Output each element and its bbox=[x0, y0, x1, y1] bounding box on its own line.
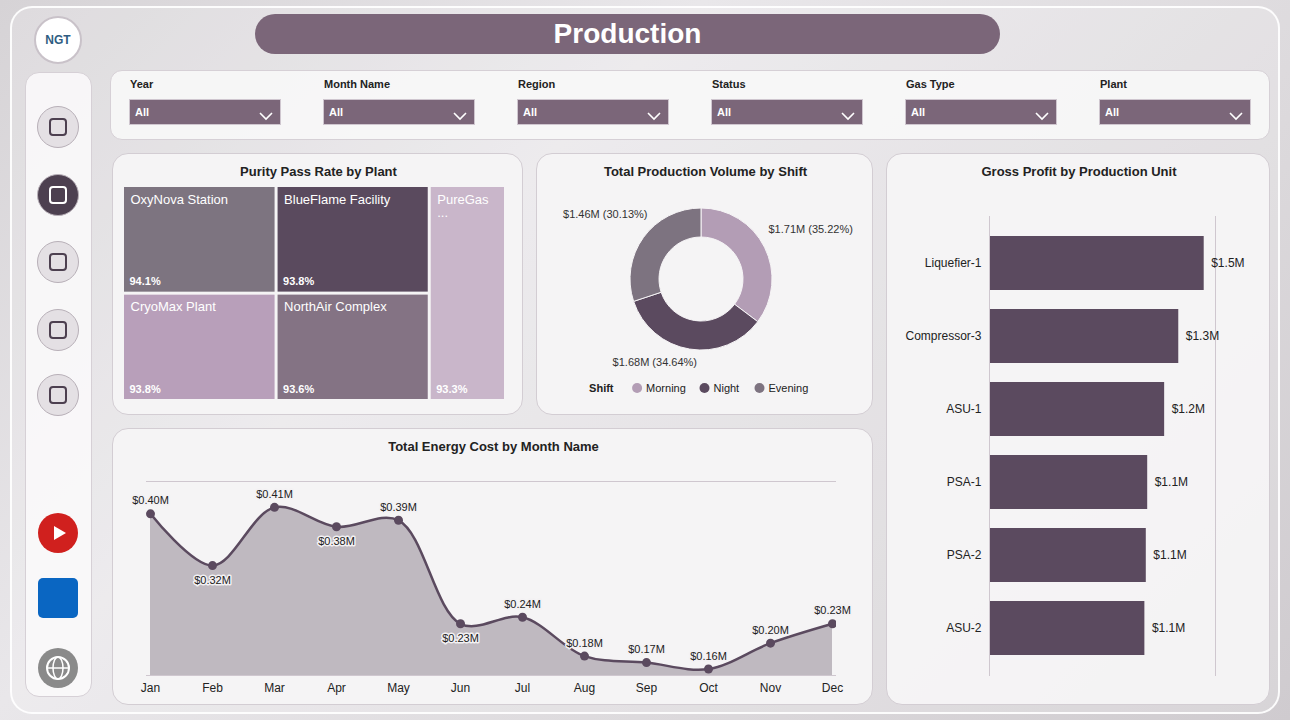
svg-text:$0.23M: $0.23M bbox=[442, 632, 479, 644]
svg-text:Liquefier-1: Liquefier-1 bbox=[925, 256, 982, 270]
svg-text:93.6%: 93.6% bbox=[283, 383, 314, 395]
svg-text:94.1%: 94.1% bbox=[130, 275, 161, 287]
html-text:Year: Year bbox=[130, 78, 154, 90]
svg-text:Oct: Oct bbox=[699, 681, 718, 695]
svg-text:OxyNova Station: OxyNova Station bbox=[131, 192, 229, 207]
svg-text:$0.17M: $0.17M bbox=[628, 643, 665, 655]
svg-text:Jul: Jul bbox=[515, 681, 530, 695]
svg-text:Night: Night bbox=[714, 382, 740, 394]
svg-text:$1.68M (34.64%): $1.68M (34.64%) bbox=[613, 356, 697, 368]
svg-text:Jun: Jun bbox=[451, 681, 470, 695]
html-text:Purity Pass Rate by Plant: Purity Pass Rate by Plant bbox=[240, 164, 397, 179]
svg-text:$1.71M (35.22%): $1.71M (35.22%) bbox=[768, 223, 852, 235]
svg-text:Aug: Aug bbox=[574, 681, 595, 695]
svg-text:$1.2M: $1.2M bbox=[1172, 402, 1205, 416]
svg-text:$1.3M: $1.3M bbox=[1186, 329, 1219, 343]
svg-text:$0.23M: $0.23M bbox=[814, 604, 851, 616]
html-text:All: All bbox=[1105, 106, 1120, 118]
svg-text:$1.1M: $1.1M bbox=[1155, 475, 1188, 489]
svg-text:NorthAir Complex: NorthAir Complex bbox=[284, 299, 387, 314]
svg-text:$0.32M: $0.32M bbox=[194, 574, 231, 586]
svg-text:Apr: Apr bbox=[327, 681, 346, 695]
svg-text:PureGas...: PureGas... bbox=[437, 192, 489, 220]
svg-text:Morning: Morning bbox=[646, 382, 686, 394]
html-text:Region: Region bbox=[518, 78, 556, 90]
svg-text:$1.5M: $1.5M bbox=[1211, 256, 1244, 270]
svg-text:93.8%: 93.8% bbox=[283, 275, 314, 287]
html-text:All: All bbox=[523, 106, 538, 118]
html-text:Gas Type: Gas Type bbox=[906, 78, 955, 90]
svg-text:$0.39M: $0.39M bbox=[380, 501, 417, 513]
html-text:Production: Production bbox=[553, 18, 702, 49]
svg-text:Compressor-3: Compressor-3 bbox=[905, 329, 981, 343]
svg-text:Jan: Jan bbox=[141, 681, 160, 695]
svg-text:$0.40M: $0.40M bbox=[132, 494, 169, 506]
html-text:Status: Status bbox=[712, 78, 746, 90]
svg-text:Dec: Dec bbox=[822, 681, 843, 695]
svg-text:$1.1M: $1.1M bbox=[1153, 548, 1186, 562]
svg-text:93.3%: 93.3% bbox=[436, 383, 467, 395]
svg-text:$1.46M (30.13%): $1.46M (30.13%) bbox=[563, 208, 647, 220]
svg-text:May: May bbox=[387, 681, 410, 695]
svg-text:$0.38M: $0.38M bbox=[318, 535, 355, 547]
html-text:All: All bbox=[717, 106, 732, 118]
svg-text:ASU-1: ASU-1 bbox=[946, 402, 982, 416]
svg-text:PSA-1: PSA-1 bbox=[947, 475, 982, 489]
svg-text:PSA-2: PSA-2 bbox=[947, 548, 982, 562]
svg-text:Mar: Mar bbox=[264, 681, 285, 695]
html-text:Plant: Plant bbox=[1100, 78, 1127, 90]
svg-text:$0.24M: $0.24M bbox=[504, 598, 541, 610]
svg-text:CryoMax Plant: CryoMax Plant bbox=[131, 299, 217, 314]
svg-text:$0.16M: $0.16M bbox=[690, 650, 727, 662]
svg-text:$1.1M: $1.1M bbox=[1152, 621, 1185, 635]
svg-text:BlueFlame Facility: BlueFlame Facility bbox=[284, 192, 391, 207]
html-text:Total Production Volume by Shi: Total Production Volume by Shift bbox=[603, 164, 808, 179]
svg-text:$0.18M: $0.18M bbox=[566, 637, 603, 649]
html-text:All: All bbox=[135, 106, 150, 118]
svg-text:ASU-2: ASU-2 bbox=[946, 621, 982, 635]
svg-text:Sep: Sep bbox=[636, 681, 658, 695]
svg-text:Feb: Feb bbox=[202, 681, 223, 695]
svg-text:$0.41M: $0.41M bbox=[256, 488, 293, 500]
svg-text:Shift: Shift bbox=[589, 382, 614, 394]
html-text:Month Name: Month Name bbox=[324, 78, 390, 90]
svg-text:93.8%: 93.8% bbox=[130, 383, 161, 395]
html-text:All: All bbox=[329, 106, 344, 118]
svg-text:Nov: Nov bbox=[760, 681, 781, 695]
html-text:Total Energy Cost by Month Nam: Total Energy Cost by Month Name bbox=[388, 439, 599, 454]
html-text:Gross Profit by Production Uni: Gross Profit by Production Unit bbox=[981, 164, 1177, 179]
html-text:NGT: NGT bbox=[45, 33, 71, 47]
svg-text:Evening: Evening bbox=[769, 382, 809, 394]
svg-text:$0.20M: $0.20M bbox=[752, 624, 789, 636]
html-text:All: All bbox=[911, 106, 926, 118]
